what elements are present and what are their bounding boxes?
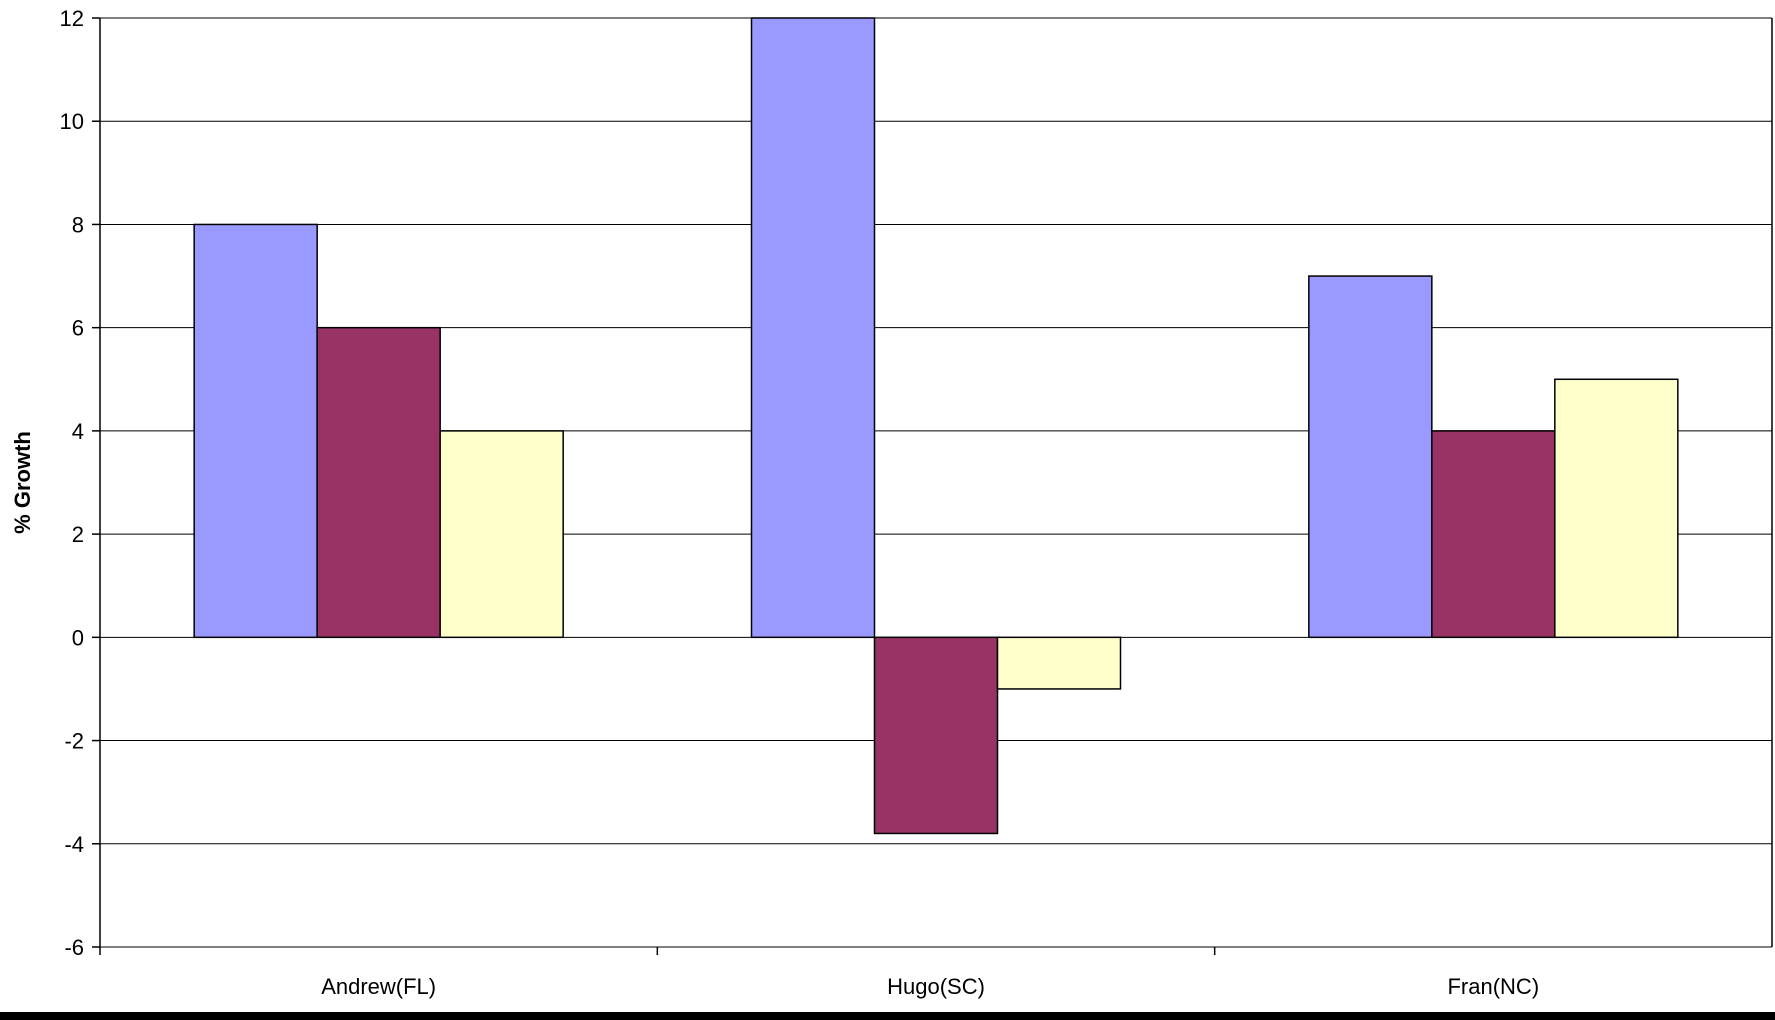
y-tick-label: 0 [72, 625, 84, 650]
bar [873, 636, 999, 835]
x-category-labels: Andrew(FL) Hugo(SC) Fran(NC) [99, 947, 1539, 999]
y-tick-label: -6 [64, 935, 84, 960]
bar [316, 326, 441, 639]
y-tick-label: 12 [60, 6, 84, 31]
y-tick-label: 2 [72, 522, 84, 547]
y-tick-label: -2 [64, 729, 84, 754]
y-tick-label: 4 [72, 419, 84, 444]
bar [1554, 378, 1679, 639]
x-category-label: Hugo(SC) [887, 974, 985, 999]
bar [193, 223, 318, 639]
y-ticks: 12 10 8 6 4 2 0 -2 -4 -6 [60, 6, 100, 960]
y-tick-label: 10 [60, 109, 84, 134]
bar [1308, 275, 1433, 639]
bars [193, 17, 1679, 835]
axes [0, 18, 1775, 1020]
y-tick-label: -4 [64, 832, 84, 857]
bar [1431, 430, 1556, 639]
y-axis-title: % Growth [10, 431, 35, 534]
bar [750, 17, 876, 639]
x-category-label: Andrew(FL) [321, 974, 436, 999]
bar [996, 636, 1122, 690]
bar [439, 430, 564, 639]
y-tick-label: 8 [72, 212, 84, 237]
x-category-label: Fran(NC) [1447, 974, 1539, 999]
y-tick-label: 6 [72, 316, 84, 341]
